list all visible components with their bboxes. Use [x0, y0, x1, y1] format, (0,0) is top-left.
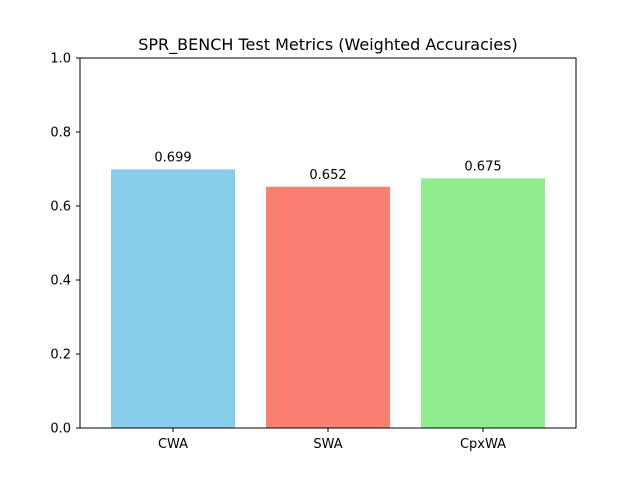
ticks-layer: CWA SWA CpxWA 0.0 0.2 0.4 0.6 0.8 1.0 [50, 52, 506, 453]
y-tick-label: 0.2 [50, 348, 71, 363]
x-tick-label-cwa: CWA [158, 437, 188, 452]
bar-cwa [111, 169, 235, 428]
chart-title: SPR_BENCH Test Metrics (Weighted Accurac… [138, 35, 518, 55]
y-tick-label: 0.6 [50, 200, 71, 215]
plot-frame [79, 57, 577, 429]
y-tick-label: 0.8 [50, 126, 71, 141]
data-label-cwa: 0.699 [154, 150, 191, 165]
y-tick-label: 0.4 [50, 274, 71, 289]
bar-cpxwa [421, 178, 545, 428]
x-tick-label-cpxwa: CpxWA [460, 437, 506, 452]
data-label-swa: 0.652 [309, 168, 346, 183]
x-tick-label-swa: SWA [313, 437, 342, 452]
y-tick-label: 0.0 [50, 422, 71, 437]
bar-swa [266, 186, 390, 428]
data-label-cpxwa: 0.675 [464, 159, 501, 174]
y-tick-label: 1.0 [50, 52, 71, 67]
bars-layer: 0.699 0.652 0.675 [111, 150, 545, 428]
